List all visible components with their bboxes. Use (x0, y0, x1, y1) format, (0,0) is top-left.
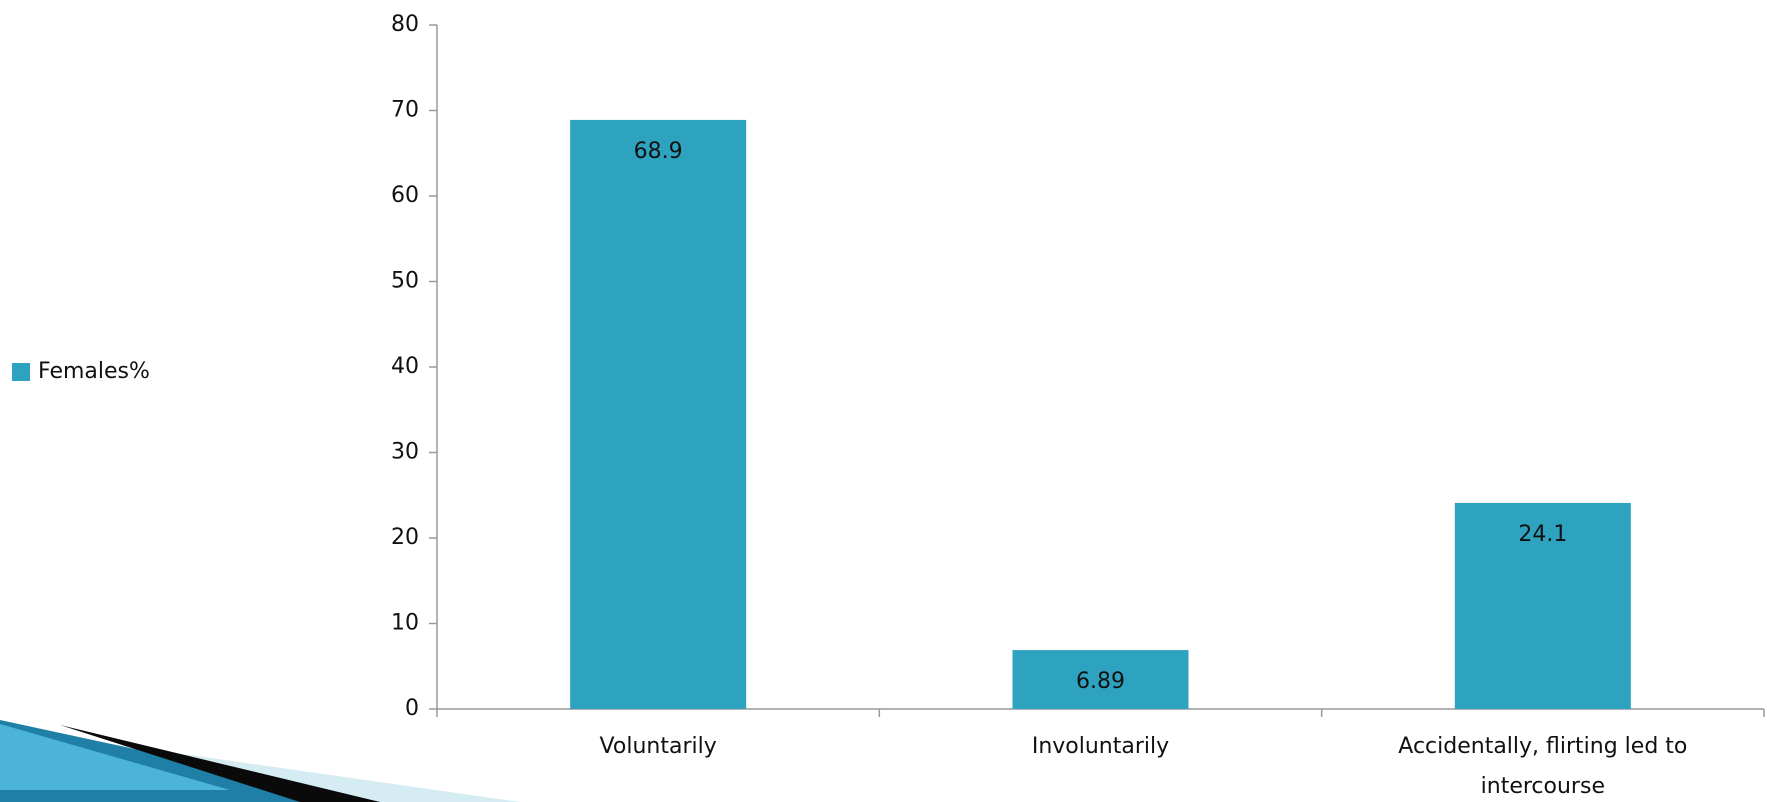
decoration (0, 724, 230, 790)
bar (570, 119, 747, 709)
y-tick-label: 70 (391, 98, 419, 123)
y-tick-label: 20 (391, 525, 419, 550)
y-tick-label: 0 (405, 696, 419, 721)
y-tick-label: 30 (391, 440, 419, 465)
value-label: 24.1 (1518, 522, 1567, 547)
x-tick-label: Voluntarily (599, 734, 717, 759)
x-tick-label: Accidentally, flirting led to intercours… (1398, 734, 1688, 799)
y-tick-label: 10 (391, 611, 419, 636)
x-tick-label: Involuntarily (1031, 734, 1170, 759)
value-label: 6.89 (1076, 669, 1125, 694)
y-tick-label: 40 (391, 354, 419, 379)
y-tick-label: 50 (391, 269, 419, 294)
y-tick-label: 80 (391, 12, 419, 37)
y-tick-label: 60 (391, 183, 419, 208)
legend-label: Females% (38, 359, 150, 384)
bar (1012, 650, 1189, 709)
bar (1454, 502, 1631, 709)
value-label: 68.9 (634, 139, 683, 164)
decoration (60, 725, 380, 802)
legend-swatch (12, 363, 30, 381)
